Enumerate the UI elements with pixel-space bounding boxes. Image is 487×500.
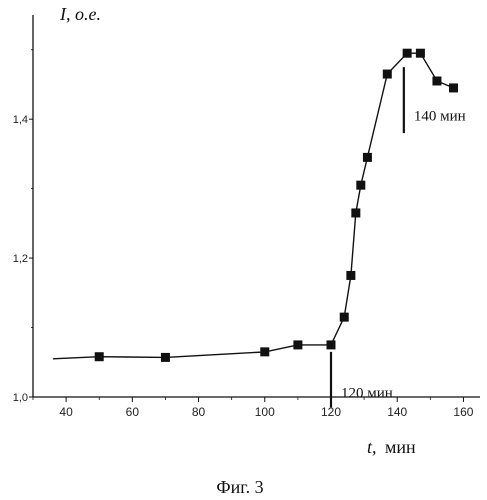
y-tick-label: 1,2 xyxy=(13,253,28,265)
x-axis-label-unit: мин xyxy=(385,437,416,457)
data-point xyxy=(260,347,269,356)
y-tick-label: 1,4 xyxy=(13,114,28,126)
x-ticks: 406080100120140160 xyxy=(33,397,474,419)
data-point xyxy=(161,353,170,362)
data-point xyxy=(363,153,372,162)
figure-caption: Фиг. 3 xyxy=(216,477,263,497)
y-ticks: 1,0 1,2 1,4 xyxy=(13,50,33,404)
x-tick-label: 140 xyxy=(387,405,407,419)
data-point xyxy=(340,313,349,322)
x-tick-label: 80 xyxy=(192,405,206,419)
x-tick-label: 40 xyxy=(59,405,73,419)
annotation-label: 140 мин xyxy=(414,109,466,125)
x-tick-label: 100 xyxy=(255,405,275,419)
data-point xyxy=(449,83,458,92)
data-point xyxy=(356,181,365,190)
x-tick-label: 160 xyxy=(453,405,473,419)
y-tick-label: 1,0 xyxy=(13,392,28,404)
annotations: 120 мин 140 мин xyxy=(331,67,466,407)
data-point xyxy=(432,76,441,85)
data-curve xyxy=(53,53,454,359)
y-axis-label: I, о.е. xyxy=(59,4,101,24)
data-point xyxy=(416,49,425,58)
data-point xyxy=(346,271,355,280)
data-point xyxy=(403,49,412,58)
data-point xyxy=(293,340,302,349)
data-point xyxy=(351,208,360,217)
x-tick-label: 60 xyxy=(126,405,140,419)
annotation-label: 120 мин xyxy=(341,386,393,402)
data-point xyxy=(95,352,104,361)
data-point xyxy=(383,70,392,79)
data-point xyxy=(327,340,336,349)
x-axis-label-variable: t, xyxy=(367,437,377,457)
